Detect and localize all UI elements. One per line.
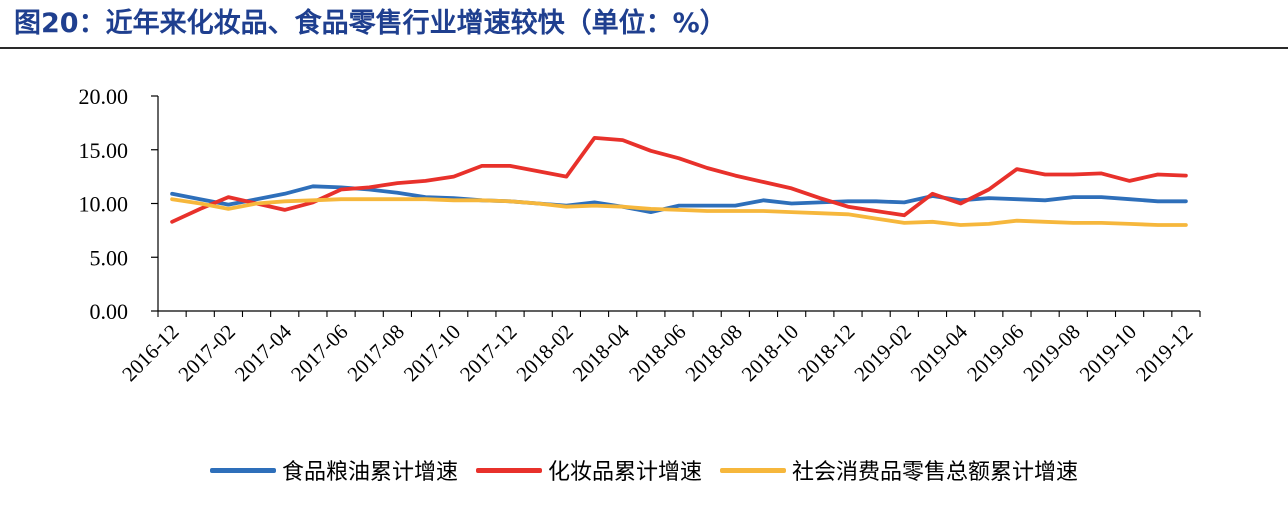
x-tick-label: 2018-04 [568, 319, 635, 386]
x-tick-label: 2016-12 [117, 320, 183, 386]
chart-axes: 0.005.0010.0015.0020.002016-122017-02201… [79, 84, 1201, 386]
y-tick-label: 20.00 [79, 84, 129, 109]
chart-legend: 食品粮油累计增速 化妆品累计增速 社会消费品零售总额累计增速 [0, 452, 1288, 488]
line-chart: 0.005.0010.0015.0020.002016-122017-02201… [79, 84, 1201, 386]
x-tick-label: 2018-12 [793, 320, 859, 386]
x-tick-label: 2018-02 [511, 320, 577, 386]
legend-label-food: 食品粮油累计增速 [281, 460, 458, 485]
legend-swatch-food [209, 467, 276, 473]
legend-swatch-retail-total [720, 467, 786, 473]
x-tick-label: 2019-06 [962, 320, 1028, 386]
x-tick-label: 2019-04 [906, 319, 973, 386]
y-tick-label: 10.00 [79, 192, 129, 217]
retail-total-line [170, 197, 1188, 227]
x-tick-label: 2017-04 [230, 319, 297, 386]
x-tick-label: 2019-08 [1018, 320, 1084, 386]
legend-label-cosmetics: 化妆品累计增速 [547, 460, 702, 485]
legend-label-retail-total: 社会消费品零售总额累计增速 [792, 460, 1079, 485]
x-tick-label: 2018-10 [737, 320, 803, 386]
x-tick-label: 2017-12 [455, 320, 521, 386]
food-grain-oil-line [170, 184, 1188, 215]
x-tick-label: 2017-06 [286, 320, 352, 386]
legend-item-retail-total: 社会消费品零售总额累计增速 [720, 454, 1078, 486]
x-tick-label: 2019-02 [849, 320, 915, 386]
x-tick-label: 2019-12 [1131, 320, 1197, 386]
y-tick-label: 15.00 [79, 138, 129, 163]
x-tick-label: 2019-10 [1075, 320, 1141, 386]
chart-series [170, 135, 1188, 227]
title-divider [0, 47, 1288, 49]
x-tick-label: 2017-10 [399, 320, 465, 386]
x-tick-label: 2018-08 [680, 320, 746, 386]
chart-title: 图20：近年来化妆品、食品零售行业增速较快（单位：%） [14, 8, 727, 39]
x-tick-label: 2017-08 [342, 320, 408, 386]
y-tick-label: 5.00 [90, 245, 129, 270]
legend-swatch-cosmetics [475, 467, 542, 473]
legend-item-cosmetics: 化妆品累计增速 [475, 454, 702, 486]
x-tick-label: 2018-06 [624, 320, 690, 386]
legend-item-food: 食品粮油累计增速 [209, 454, 458, 486]
y-tick-label: 0.00 [90, 299, 129, 324]
x-tick-label: 2017-02 [173, 320, 239, 386]
cosmetics-line [170, 135, 1188, 224]
